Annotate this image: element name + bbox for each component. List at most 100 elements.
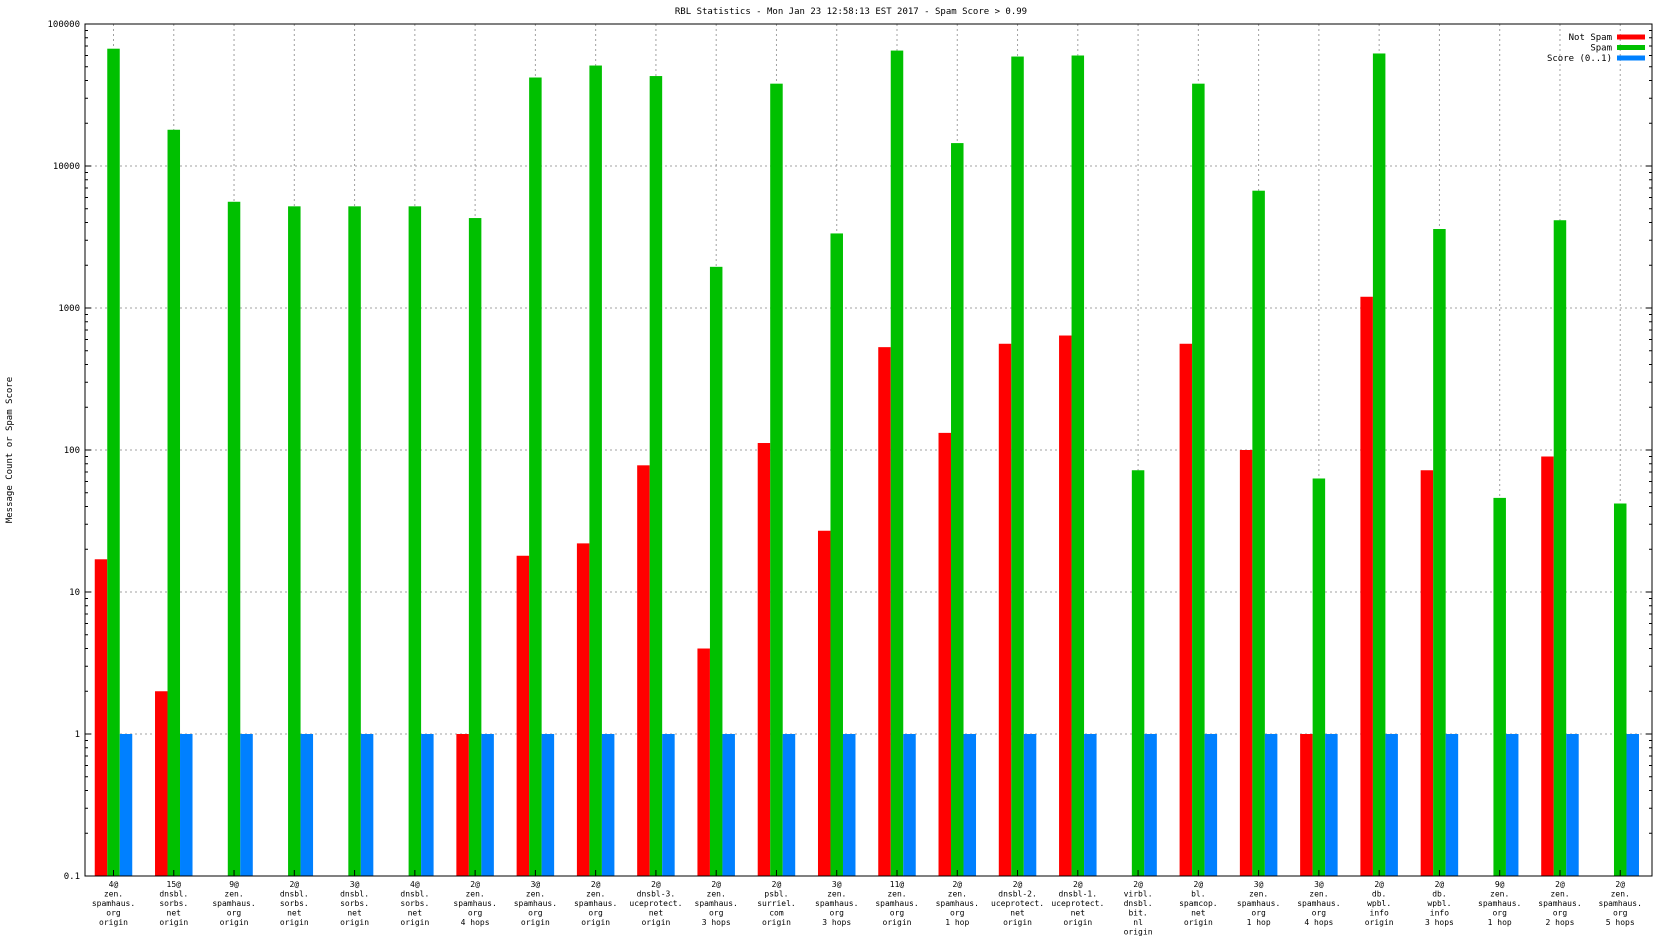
bar-spam xyxy=(1372,53,1386,877)
bar-score-0-1 xyxy=(1626,734,1639,876)
bar-score-0-1 xyxy=(240,734,253,876)
bar-spam xyxy=(529,77,542,876)
bar-score-0-1 xyxy=(1505,734,1519,876)
bar-spam xyxy=(1192,83,1205,877)
bar-score-0-1 xyxy=(300,734,314,876)
bar-spam xyxy=(890,50,904,876)
bar-score-0-1 xyxy=(119,734,133,876)
y-axis-ticks: 0.1 1 10 100 1000 10000 100000 xyxy=(47,20,1652,882)
bar-spam xyxy=(1493,497,1506,876)
bar-spam xyxy=(830,233,843,876)
legend-label: Not Spam xyxy=(1569,33,1612,43)
bar-score-0-1 xyxy=(421,734,434,876)
bar-not-spam xyxy=(1360,296,1373,876)
bar-score-0-1 xyxy=(541,734,555,876)
x-category-label: 2@ dnsbl-1. uceprotect. net origin xyxy=(1051,880,1104,927)
bar-score-0-1 xyxy=(1445,734,1459,876)
x-category-label: 2@ zen. spamhaus. org origin xyxy=(574,880,617,927)
bar-spam xyxy=(1131,470,1145,876)
y-tick-label: 0.1 xyxy=(64,872,80,882)
x-category-label: 4@ zen. spamhaus. org origin xyxy=(92,880,135,927)
bar-spam xyxy=(1011,56,1024,877)
bar-spam xyxy=(649,76,663,877)
chart-title: RBL Statistics - Mon Jan 23 12:58:13 EST… xyxy=(675,7,1027,17)
legend-swatch xyxy=(1617,45,1645,50)
bar-score-0-1 xyxy=(1566,734,1579,876)
x-category-label: 2@ dnsbl-2. uceprotect. net origin xyxy=(991,880,1044,927)
y-tick-label: 10 xyxy=(69,588,80,598)
x-category-label: 2@ bl. spamcop. net origin xyxy=(1179,880,1218,927)
bar-not-spam xyxy=(757,443,771,876)
x-category-label: 2@ dnsbl. sorbs. net origin xyxy=(280,880,309,927)
bar-score-0-1 xyxy=(481,734,494,876)
bar-score-0-1 xyxy=(1204,734,1218,876)
bar-spam xyxy=(227,201,241,876)
bar-spam xyxy=(167,129,181,876)
bar-not-spam xyxy=(637,465,650,876)
bar-score-0-1 xyxy=(1144,734,1157,876)
x-category-label: 2@ db. wpbl. info 3 hops xyxy=(1425,880,1454,927)
bar-score-0-1 xyxy=(1023,734,1037,876)
grid-lines xyxy=(85,24,1652,876)
bar-score-0-1 xyxy=(180,734,193,876)
bar-score-0-1 xyxy=(360,734,374,876)
bar-spam xyxy=(107,48,120,876)
y-axis-label: Message Count or Spam Score xyxy=(5,377,15,523)
x-category-label: 2@ psbl. surriel. com origin xyxy=(757,880,796,927)
legend-label: Score (0..1) xyxy=(1547,54,1612,64)
bar-not-spam xyxy=(1179,343,1193,876)
bar-spam xyxy=(1553,220,1567,877)
bar-not-spam xyxy=(94,559,108,876)
bar-score-0-1 xyxy=(601,734,615,876)
bar-spam xyxy=(1071,55,1085,876)
x-category-label: 11@ zen. spamhaus. org origin xyxy=(875,880,918,927)
x-category-label: 2@ zen. spamhaus. org 4 hops xyxy=(453,880,496,927)
bar-not-spam xyxy=(1541,456,1554,876)
bar-not-spam xyxy=(576,543,590,876)
bar-not-spam xyxy=(155,691,168,876)
bar-spam xyxy=(770,83,783,877)
bar-spam xyxy=(1312,478,1326,876)
bar-score-0-1 xyxy=(782,734,796,876)
bar-spam xyxy=(288,206,301,876)
bar-not-spam xyxy=(998,343,1012,876)
bar-score-0-1 xyxy=(662,734,675,876)
bar-spam xyxy=(348,206,361,876)
x-category-label: 2@ dnsbl-3. uceprotect. net origin xyxy=(629,880,682,927)
bar-not-spam xyxy=(1300,734,1313,876)
bar-not-spam xyxy=(938,432,952,876)
x-category-label: 9@ zen. spamhaus. org 1 hop xyxy=(1478,880,1521,927)
bars xyxy=(94,48,1639,877)
bar-spam xyxy=(951,143,964,877)
x-category-label: 4@ dnsbl. sorbs. net origin xyxy=(400,880,429,927)
bar-not-spam xyxy=(1239,450,1253,876)
bar-score-0-1 xyxy=(903,734,916,876)
bar-score-0-1 xyxy=(722,734,735,876)
legend-swatch xyxy=(1617,34,1645,40)
x-category-label: 3@ zen. spamhaus. org 4 hops xyxy=(1297,880,1340,927)
legend-swatch xyxy=(1617,55,1645,61)
legend-label: Spam xyxy=(1590,44,1612,54)
bar-score-0-1 xyxy=(1084,734,1097,876)
x-category-label: 2@ zen. spamhaus. org 3 hops xyxy=(695,880,738,927)
x-category-label: 2@ virbl. dnsbl. bit. nl origin xyxy=(1124,880,1153,936)
x-category-label: 2@ db. wpbl. info origin xyxy=(1365,880,1394,927)
x-axis-categories: 4@ zen. spamhaus. org origin 15@ dnsbl. sorbs. n… xyxy=(92,870,1642,936)
bar-not-spam xyxy=(817,530,831,876)
bar-score-0-1 xyxy=(1385,734,1398,876)
bar-spam xyxy=(408,206,422,876)
x-category-label: 3@ zen. spamhaus. org 1 hop xyxy=(1237,880,1280,927)
bar-score-0-1 xyxy=(1325,734,1338,876)
y-tick-label: 100 xyxy=(64,446,80,456)
x-category-label: 2@ zen. spamhaus. org 5 hops xyxy=(1599,880,1642,927)
bar-not-spam xyxy=(1059,335,1072,876)
x-category-label: 3@ zen. spamhaus. org 3 hops xyxy=(815,880,858,927)
bar-spam xyxy=(1433,229,1446,876)
bar-not-spam xyxy=(516,555,530,876)
x-category-label: 9@ zen. spamhaus. org origin xyxy=(212,880,255,927)
x-category-label: 3@ zen. spamhaus. org origin xyxy=(514,880,557,927)
bar-not-spam xyxy=(878,347,891,876)
bar-not-spam xyxy=(456,734,469,876)
